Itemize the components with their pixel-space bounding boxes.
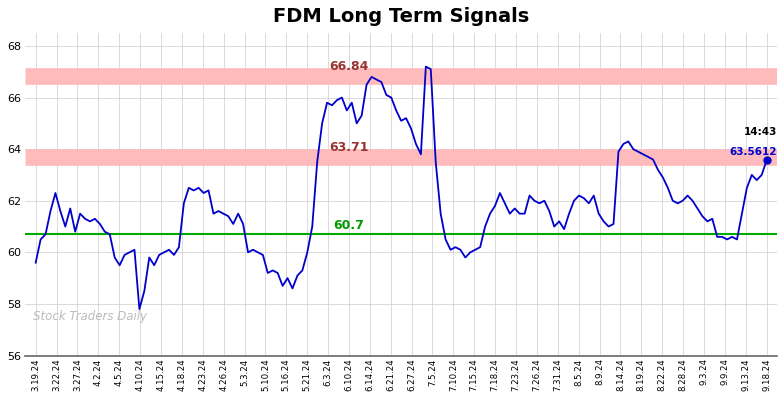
Text: Stock Traders Daily: Stock Traders Daily	[33, 310, 147, 323]
Text: 63.71: 63.71	[329, 140, 368, 154]
Text: 60.7: 60.7	[333, 219, 365, 232]
Text: 66.84: 66.84	[329, 60, 368, 73]
Text: 14:43: 14:43	[744, 127, 777, 137]
Text: 63.5612: 63.5612	[730, 146, 777, 156]
Title: FDM Long Term Signals: FDM Long Term Signals	[273, 7, 529, 26]
